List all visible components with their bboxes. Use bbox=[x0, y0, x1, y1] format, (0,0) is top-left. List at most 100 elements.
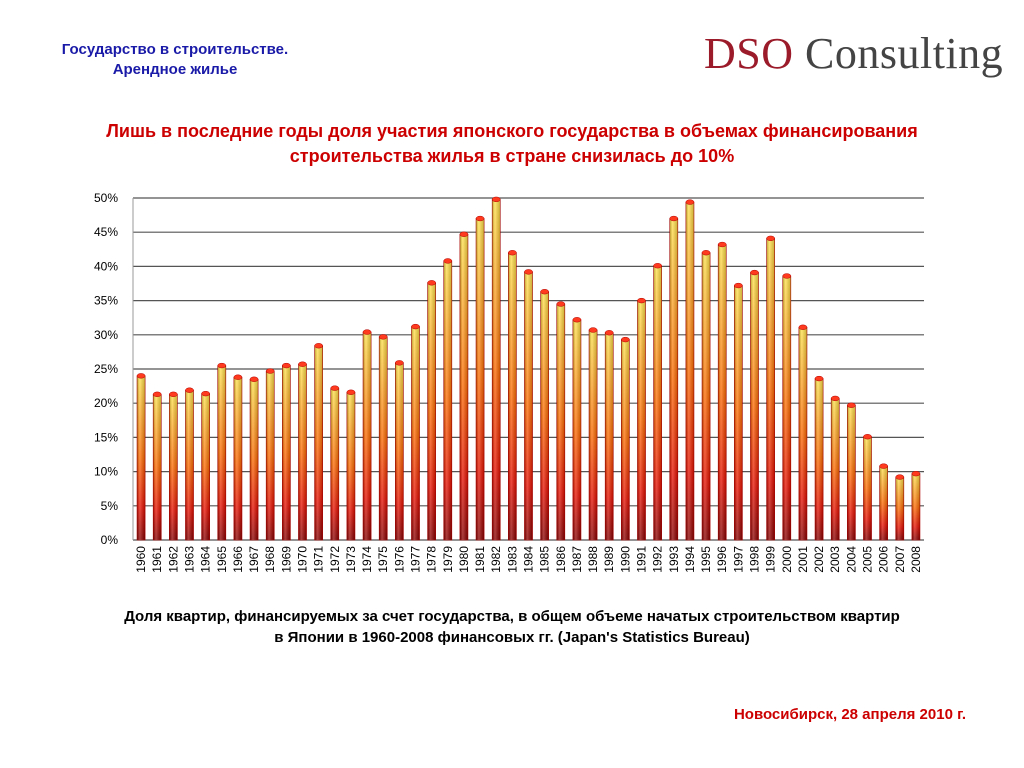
bar-1996 bbox=[717, 241, 727, 541]
bar-cap bbox=[814, 375, 824, 382]
y-tick-label: 5% bbox=[101, 499, 119, 513]
slide-headline: Лишь в последние годы доля участия японс… bbox=[40, 119, 984, 169]
x-tick-label: 1962 bbox=[166, 546, 180, 573]
x-tick-label: 1964 bbox=[199, 546, 213, 573]
x-tick-label: 1989 bbox=[602, 546, 616, 573]
bar-cap bbox=[717, 241, 727, 248]
bar-1962 bbox=[169, 391, 178, 541]
bar-cap bbox=[152, 391, 162, 397]
bar-cap bbox=[136, 373, 146, 379]
bar-cap bbox=[669, 215, 679, 222]
bar-1973 bbox=[346, 389, 356, 541]
bar-1971 bbox=[314, 343, 323, 541]
bar-shading bbox=[653, 265, 662, 540]
bar-cap bbox=[863, 434, 872, 440]
bar-1969 bbox=[282, 362, 291, 541]
bar-shading bbox=[895, 477, 904, 540]
bar-shading bbox=[911, 473, 920, 540]
bar-cap bbox=[265, 368, 275, 374]
bar-shading bbox=[621, 339, 630, 540]
bar-1997 bbox=[734, 282, 743, 541]
bar-cap bbox=[637, 297, 646, 304]
bar-1975 bbox=[378, 334, 388, 541]
x-tick-label: 2006 bbox=[877, 546, 891, 573]
bar-shading bbox=[508, 252, 517, 540]
x-tick-label: 1975 bbox=[376, 546, 390, 573]
x-tick-label: 1966 bbox=[231, 546, 245, 573]
bar-shading bbox=[847, 405, 856, 540]
bar-shading bbox=[411, 326, 420, 540]
bar-shading bbox=[282, 365, 291, 540]
y-tick-label: 0% bbox=[101, 533, 119, 547]
bar-cap bbox=[895, 474, 905, 480]
bar-shading bbox=[363, 332, 372, 540]
bar-2000 bbox=[782, 273, 792, 541]
bar-1964 bbox=[201, 390, 210, 541]
y-tick-label: 35% bbox=[94, 294, 118, 308]
bar-cap bbox=[750, 269, 759, 276]
bar-1999 bbox=[766, 235, 775, 541]
bar-shading bbox=[379, 336, 388, 540]
bar-1963 bbox=[185, 387, 194, 541]
x-axis-tick-labels: 1960 1961 1962 1963 1964 1965 1966 1967 1968 1969… bbox=[134, 546, 923, 573]
x-tick-label: 1990 bbox=[618, 546, 632, 573]
y-tick-label: 10% bbox=[94, 465, 118, 479]
x-tick-label: 1988 bbox=[586, 546, 600, 573]
bar-shading bbox=[314, 345, 323, 540]
bar-1990 bbox=[621, 336, 630, 541]
bar-cap bbox=[879, 463, 888, 469]
bar-shading bbox=[879, 466, 888, 540]
logo-dso: DSO bbox=[704, 29, 794, 78]
x-tick-label: 2008 bbox=[909, 546, 923, 573]
bar-1967 bbox=[249, 376, 259, 541]
y-tick-label: 20% bbox=[94, 396, 118, 410]
bar-cap bbox=[588, 327, 598, 333]
y-tick-label: 25% bbox=[94, 362, 118, 376]
x-tick-label: 1974 bbox=[360, 546, 374, 573]
bar-cap bbox=[572, 317, 582, 323]
bar-2005 bbox=[863, 434, 872, 541]
x-tick-label: 1965 bbox=[215, 546, 229, 573]
bar-1984 bbox=[524, 269, 533, 541]
bar-1978 bbox=[427, 280, 436, 541]
bar-shading bbox=[766, 238, 775, 540]
bar-chart: 0% 5% 10% 15% 20% 25% 30% 35% 40% 45% 50% 1960 1961… bbox=[94, 191, 924, 573]
x-tick-label: 1970 bbox=[296, 546, 310, 573]
bar-shading bbox=[233, 377, 242, 540]
x-tick-label: 1978 bbox=[425, 546, 439, 573]
bar-2002 bbox=[814, 375, 824, 541]
bar-cap bbox=[604, 330, 614, 336]
bar-1960 bbox=[136, 373, 146, 541]
logo-consulting: Consulting bbox=[805, 29, 1004, 78]
x-tick-label: 1994 bbox=[683, 546, 697, 573]
bar-shading bbox=[831, 398, 840, 540]
x-tick-label: 1986 bbox=[554, 546, 568, 573]
bar-shading bbox=[443, 260, 452, 540]
bar-cap bbox=[201, 390, 210, 397]
bar-cap bbox=[911, 471, 921, 477]
slide-topic-line2: Арендное жилье bbox=[112, 61, 238, 78]
bar-1986 bbox=[556, 301, 566, 541]
x-tick-label: 1992 bbox=[651, 546, 665, 573]
x-tick-label: 1976 bbox=[392, 546, 406, 573]
bar-shading bbox=[346, 392, 355, 540]
y-tick-label: 45% bbox=[94, 225, 118, 239]
bar-cap bbox=[169, 391, 178, 397]
bar-shading bbox=[330, 388, 339, 540]
y-tick-label: 15% bbox=[94, 430, 118, 444]
bar-cap bbox=[830, 395, 840, 402]
company-logo: DSO Consulting bbox=[704, 28, 1003, 82]
bar-shading bbox=[459, 234, 468, 540]
bar-cap bbox=[378, 334, 388, 340]
bar-1982 bbox=[491, 196, 501, 541]
x-tick-label: 1967 bbox=[247, 546, 261, 573]
bar-cap bbox=[524, 269, 533, 275]
bar-shading bbox=[153, 394, 162, 540]
x-tick-label: 1997 bbox=[731, 546, 745, 573]
x-tick-label: 1969 bbox=[279, 546, 293, 573]
bar-1965 bbox=[217, 362, 227, 541]
bar-cap bbox=[330, 385, 340, 391]
bar-shading bbox=[572, 319, 581, 540]
x-tick-label: 2005 bbox=[861, 546, 875, 573]
bar-2007 bbox=[895, 474, 905, 541]
